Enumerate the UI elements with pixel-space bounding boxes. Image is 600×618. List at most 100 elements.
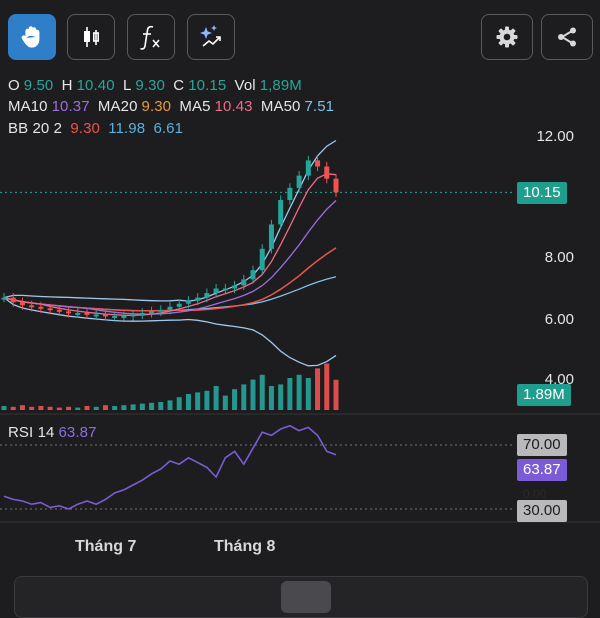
volume-bar bbox=[102, 405, 108, 410]
rsi-line bbox=[3, 424, 337, 510]
candle-body bbox=[296, 175, 302, 188]
close-label: C bbox=[173, 77, 185, 94]
ai-analysis-button[interactable] bbox=[187, 14, 235, 60]
volume-bar bbox=[167, 400, 173, 410]
candle-body bbox=[75, 312, 81, 315]
candle-body bbox=[324, 166, 330, 179]
volume-bar bbox=[10, 406, 16, 410]
bb-legend: BB 20 2 9.30 11.98 6.61 bbox=[8, 120, 187, 137]
low-value: 9.30 bbox=[135, 77, 165, 94]
low-label: L bbox=[122, 77, 132, 94]
volume-bar bbox=[29, 406, 35, 410]
candle-body bbox=[1, 297, 7, 300]
ma5-label: MA5 bbox=[179, 98, 211, 115]
ma10-value: 10.37 bbox=[51, 98, 90, 115]
ma10-label: MA10 bbox=[8, 98, 48, 115]
volume-tag: 1.89M bbox=[517, 384, 571, 406]
volume-bar bbox=[222, 395, 228, 410]
candle-body bbox=[176, 303, 182, 307]
volume-bar bbox=[296, 374, 302, 410]
volume-value: 1,89M bbox=[259, 77, 302, 94]
volume-bar bbox=[47, 406, 53, 410]
candle-body bbox=[250, 270, 256, 280]
candle-body bbox=[19, 302, 25, 306]
timeframe-selected[interactable] bbox=[281, 581, 331, 613]
candle-body bbox=[287, 187, 293, 201]
rsi-upper-tag: 70.00 bbox=[517, 434, 567, 456]
hand-tool-button[interactable] bbox=[8, 14, 56, 60]
candle-body bbox=[185, 300, 191, 304]
candle-body bbox=[315, 160, 321, 167]
volume-bar bbox=[305, 378, 311, 410]
ma20-value: 9.30 bbox=[141, 98, 172, 115]
volume-bar bbox=[19, 405, 25, 410]
toolbar bbox=[0, 14, 600, 62]
ma50-value: 7.51 bbox=[304, 98, 335, 115]
rsi-value-tag: 63.87 bbox=[517, 459, 567, 481]
candle-body bbox=[112, 315, 118, 318]
candle-body bbox=[259, 248, 265, 271]
settings-button[interactable] bbox=[481, 14, 533, 60]
candle-body bbox=[149, 311, 155, 314]
candle-body bbox=[222, 288, 228, 291]
high-value: 10.40 bbox=[76, 77, 115, 94]
bb-value-3: 6.61 bbox=[153, 120, 184, 137]
share-icon bbox=[558, 27, 576, 47]
candle-body bbox=[84, 312, 90, 315]
function-icon bbox=[140, 25, 160, 50]
ma5-value: 10.43 bbox=[214, 98, 253, 115]
chart-type-button[interactable] bbox=[67, 14, 115, 60]
candle-body bbox=[102, 314, 108, 317]
share-button[interactable] bbox=[541, 14, 593, 60]
candle-body bbox=[66, 311, 72, 314]
volume-bar bbox=[75, 407, 81, 410]
candle-body bbox=[195, 297, 201, 301]
close-value: 10.15 bbox=[188, 77, 227, 94]
volume-bar bbox=[84, 406, 90, 410]
volume-bar bbox=[333, 379, 339, 410]
indicators-button[interactable] bbox=[127, 14, 175, 60]
candle-body bbox=[278, 200, 284, 225]
timeframe-bar bbox=[14, 576, 588, 618]
candle-body bbox=[139, 312, 145, 315]
bb-value-1: 9.30 bbox=[70, 120, 100, 137]
current-price-tag: 10.15 bbox=[517, 182, 567, 204]
volume-bar bbox=[56, 407, 62, 410]
candle-body bbox=[121, 315, 127, 318]
price-tick-12: 12.00 bbox=[536, 128, 574, 145]
rsi-legend: RSI 14 63.87 bbox=[8, 424, 101, 441]
bb-upper-line bbox=[3, 139, 337, 302]
candle-body bbox=[47, 308, 53, 311]
candle-body bbox=[56, 309, 62, 312]
price-tick-8: 8.00 bbox=[544, 249, 574, 266]
candle-body bbox=[213, 288, 219, 294]
x-label-thang-7: Tháng 7 bbox=[75, 538, 137, 555]
volume-bar bbox=[278, 384, 284, 410]
volume-bar bbox=[158, 402, 164, 410]
volume-bar bbox=[139, 403, 145, 410]
volume-bar bbox=[185, 394, 191, 410]
rsi-label: RSI 14 bbox=[8, 424, 55, 441]
ma20-label: MA20 bbox=[97, 98, 138, 115]
ai-sparkle-icon bbox=[200, 25, 221, 47]
volume-bar bbox=[176, 397, 182, 410]
open-value: 9.50 bbox=[23, 77, 54, 94]
price-chart[interactable] bbox=[0, 0, 600, 600]
volume-bar bbox=[121, 405, 127, 410]
price-tick-6: 6.00 bbox=[544, 311, 574, 328]
price-tick-4: 4.00 bbox=[544, 371, 574, 388]
hand-icon bbox=[21, 26, 40, 48]
bb-label: BB 20 2 bbox=[8, 120, 63, 137]
candle-body bbox=[241, 279, 247, 286]
candle-body bbox=[29, 305, 35, 308]
candle-body bbox=[268, 224, 274, 249]
volume-bar bbox=[149, 402, 155, 410]
volume-bar bbox=[213, 386, 219, 410]
candle-body bbox=[204, 293, 210, 298]
volume-bar bbox=[259, 374, 265, 410]
ma50-label: MA50 bbox=[260, 98, 301, 115]
volume-bar bbox=[204, 390, 210, 410]
candle-body bbox=[38, 306, 44, 309]
volume-bar bbox=[250, 379, 256, 410]
ma-legend: MA10 10.37 MA20 9.30 MA5 10.43 MA50 7.51 bbox=[8, 98, 338, 115]
